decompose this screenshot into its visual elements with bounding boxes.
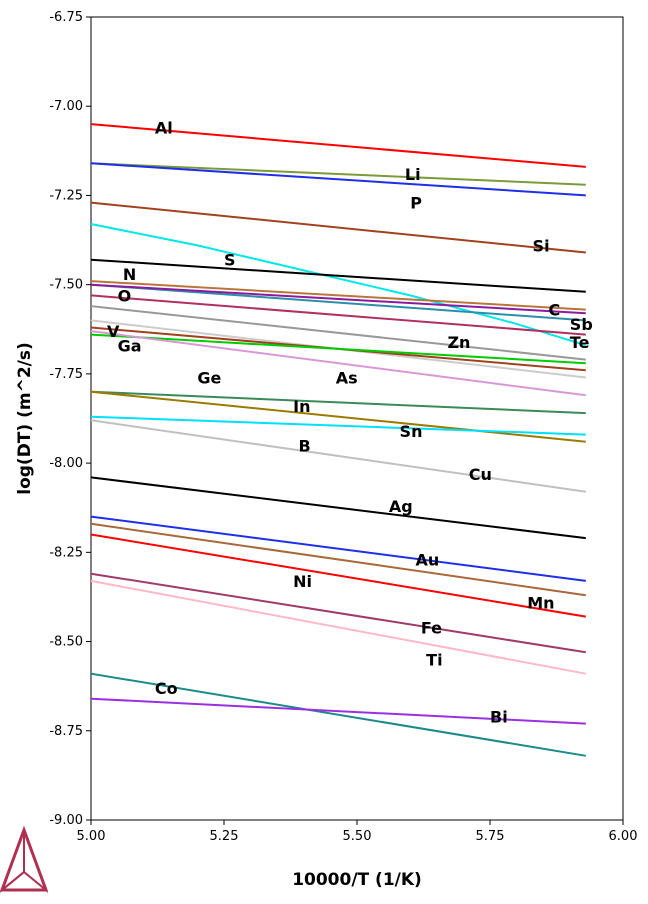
series-label-in: In	[293, 397, 310, 416]
x-axis-title: 10000/T (1/K)	[292, 870, 422, 890]
y-tick-label: -7.25	[49, 188, 83, 203]
x-tick-label: 6.00	[609, 829, 638, 844]
series-line-as	[90, 330, 586, 397]
y-tick-label: -6.75	[49, 10, 83, 25]
series-label-ti: Ti	[426, 650, 442, 669]
series-layer	[90, 123, 587, 757]
y-tick-label: -7.00	[49, 99, 83, 114]
series-line-te	[90, 294, 586, 336]
series-line-ge	[90, 333, 586, 365]
series-label-ag: Ag	[389, 497, 413, 516]
series-label-n: N	[123, 265, 136, 284]
series-line-fe	[90, 572, 586, 654]
series-line-mn	[90, 522, 586, 597]
series-line-ag	[90, 476, 586, 540]
series-line-co	[90, 672, 586, 757]
series-line-c	[90, 283, 586, 322]
series-line-b	[90, 415, 586, 436]
series-label-zn: Zn	[447, 333, 470, 352]
series-label-co: Co	[155, 679, 178, 698]
series-label-si: Si	[533, 236, 550, 255]
y-tick-label: -8.75	[49, 724, 83, 739]
series-label-sb: Sb	[570, 315, 593, 334]
series-label-mn: Mn	[527, 593, 554, 612]
series-line-bi	[90, 697, 586, 725]
x-tick-label: 5.25	[210, 829, 239, 844]
series-line-n	[90, 258, 586, 293]
series-line-s	[90, 223, 587, 347]
series-line-sb	[90, 283, 586, 315]
x-tick-label: 5.50	[343, 829, 372, 844]
series-line-zn	[90, 305, 586, 361]
series-label-s: S	[224, 251, 236, 270]
series-line-sn	[90, 390, 586, 443]
series-line-si	[90, 201, 586, 254]
series-line-ti	[90, 579, 586, 675]
x-tick-label: 5.75	[476, 829, 505, 844]
series-line-p	[90, 162, 586, 197]
y-tick-label: -8.25	[49, 545, 83, 560]
series-label-te: Te	[570, 333, 590, 352]
x-axis-ticks: 5.00 5.25 5.50 5.75 6.00	[77, 820, 638, 844]
series-label-sn: Sn	[400, 422, 423, 441]
series-label-c: C	[549, 301, 561, 320]
series-label-cu: Cu	[469, 465, 492, 484]
series-label-p: P	[410, 194, 422, 213]
series-line-al	[90, 123, 586, 168]
y-axis-ticks: -9.00 -8.75 -8.50 -8.25 -8.00 -7.75 -7.50 -7.25…	[49, 10, 91, 828]
series-line-cu	[90, 419, 586, 493]
thermo-calc-logo	[0, 825, 49, 894]
y-tick-label: -8.50	[49, 635, 83, 650]
series-label-b: B	[298, 436, 310, 455]
y-tick-label: -7.75	[49, 367, 83, 382]
series-line-o	[90, 280, 586, 311]
series-line-ni	[90, 533, 586, 618]
y-axis-title: log(DT) (m^2/s)	[15, 342, 35, 495]
series-label-bi: Bi	[490, 708, 508, 727]
series-label-o: O	[118, 286, 132, 305]
series-label-ge: Ge	[197, 368, 221, 387]
series-line-li	[90, 162, 586, 186]
y-tick-label: -9.00	[49, 813, 83, 828]
series-label-ga: Ga	[118, 336, 142, 355]
series-line-in	[90, 390, 586, 415]
series-label-v: V	[107, 322, 120, 341]
x-tick-label: 5.00	[77, 829, 106, 844]
y-tick-label: -8.00	[49, 456, 83, 471]
series-label-fe: Fe	[421, 618, 442, 637]
series-line-au	[90, 515, 586, 582]
series-label-au: Au	[416, 550, 440, 569]
series-label-al: Al	[155, 119, 173, 138]
series-label-as: As	[336, 368, 358, 387]
y-tick-label: -7.50	[49, 278, 83, 293]
series-label-ni: Ni	[293, 572, 312, 591]
series-label-li: Li	[405, 165, 421, 184]
